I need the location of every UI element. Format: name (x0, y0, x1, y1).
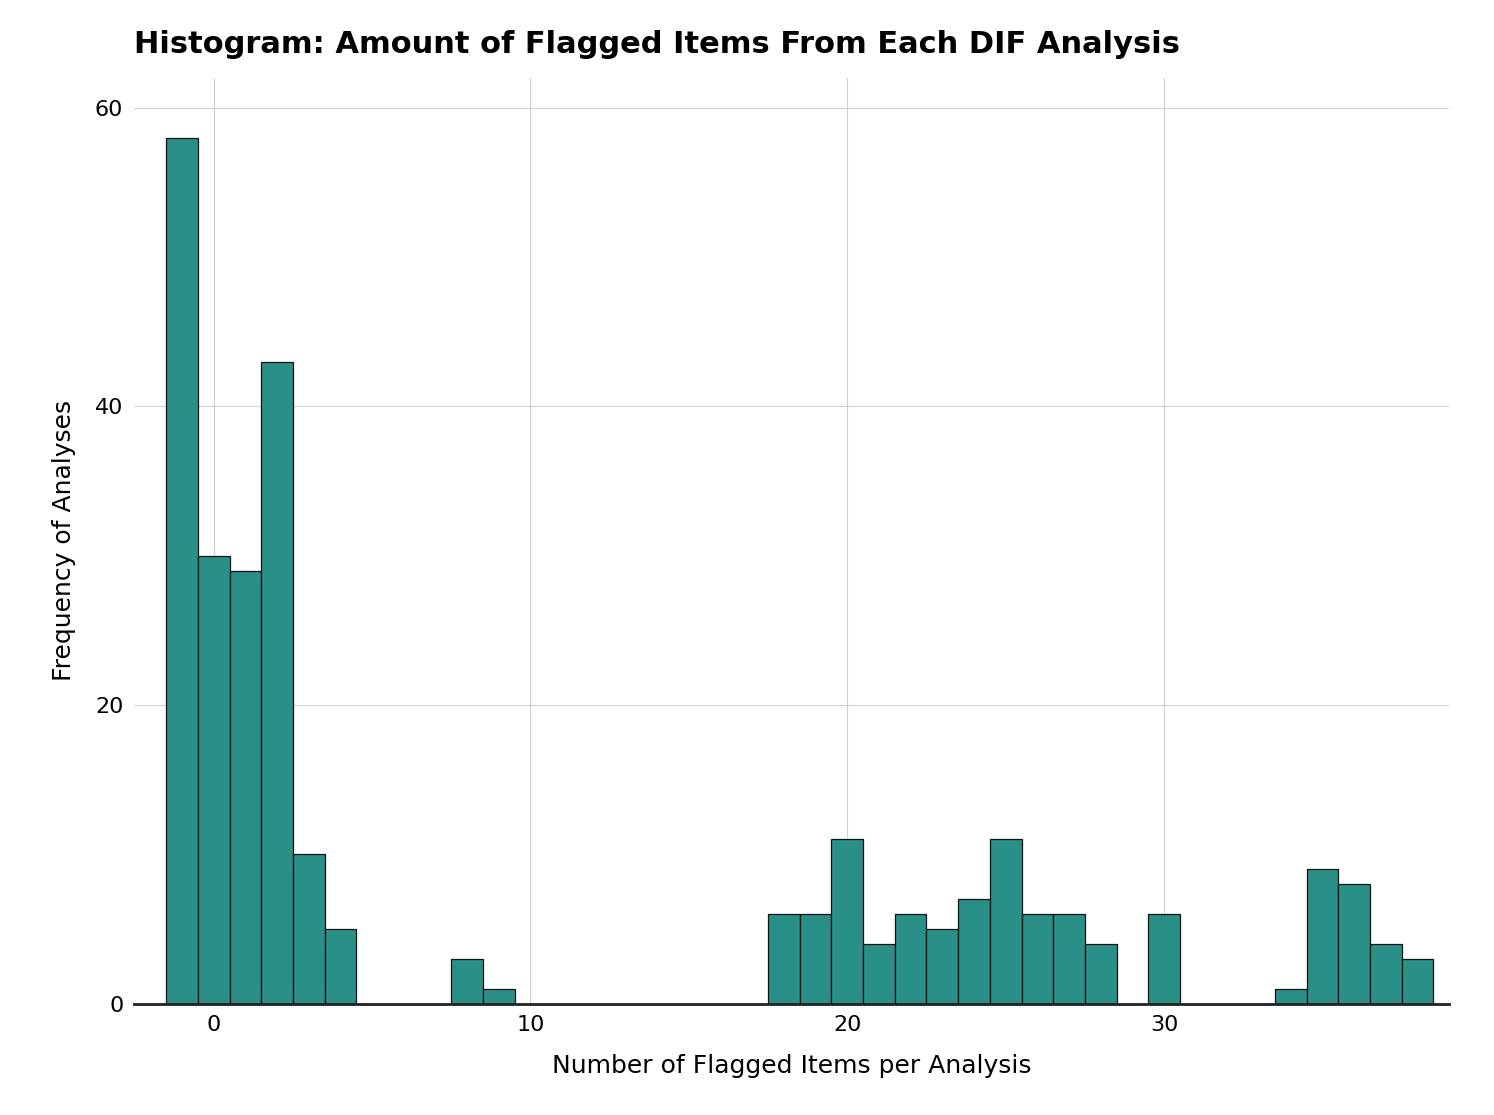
Bar (197, 555, 230, 1004)
Bar (483, 989, 514, 1004)
Bar (991, 840, 1022, 1004)
Bar (451, 959, 483, 1004)
Bar (1370, 943, 1401, 1004)
Bar (293, 854, 324, 1004)
Bar (1149, 914, 1180, 1004)
Bar (895, 914, 926, 1004)
Bar (768, 914, 799, 1004)
Bar (1274, 989, 1307, 1004)
Bar (1401, 959, 1433, 1004)
Bar (1085, 943, 1116, 1004)
Bar (1053, 914, 1085, 1004)
Bar (864, 943, 895, 1004)
Bar (1022, 914, 1053, 1004)
Bar (958, 899, 991, 1004)
X-axis label: Number of Flagged Items per Analysis: Number of Flagged Items per Analysis (553, 1054, 1031, 1078)
Bar (261, 361, 293, 1004)
Bar (832, 840, 864, 1004)
Bar (799, 914, 832, 1004)
Bar (926, 929, 958, 1004)
Bar (230, 571, 261, 1004)
Bar (166, 138, 197, 1004)
Bar (1307, 870, 1339, 1004)
Text: Histogram: Amount of Flagged Items From Each DIF Analysis: Histogram: Amount of Flagged Items From … (134, 30, 1180, 59)
Bar (324, 929, 356, 1004)
Y-axis label: Frequency of Analyses: Frequency of Analyses (51, 400, 76, 681)
Bar (1339, 884, 1370, 1004)
